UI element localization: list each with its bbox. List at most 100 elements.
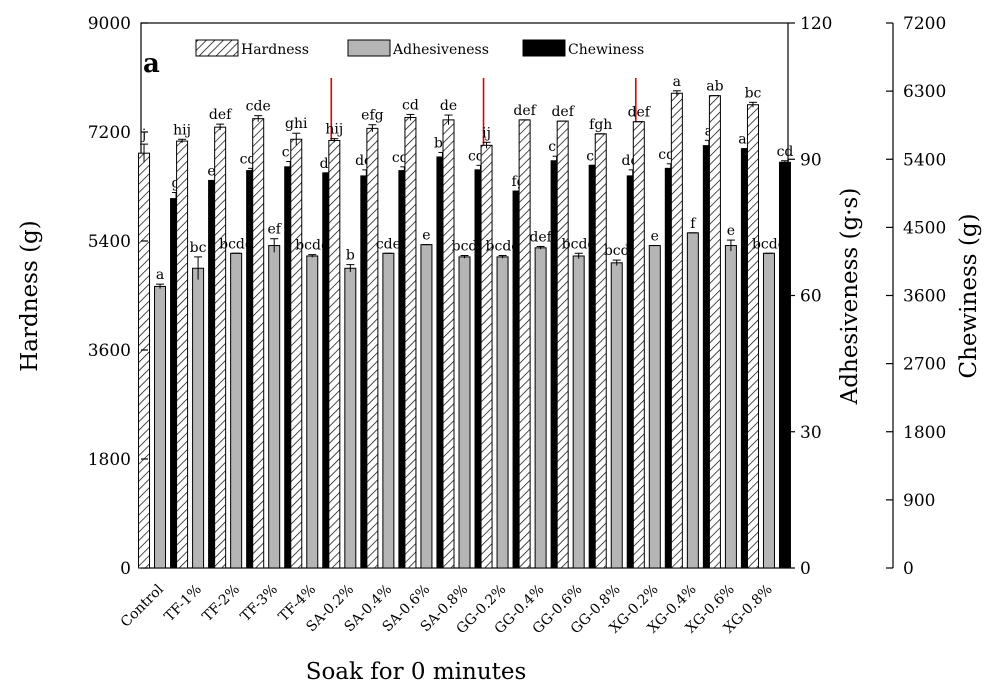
sig-label-adhesiveness-16: bcde <box>752 236 786 252</box>
bar-hardness-12 <box>594 133 607 569</box>
chewiness-axis-tick-label-8: 7200 <box>903 14 946 34</box>
bar-adhesiveness-8 <box>458 256 471 569</box>
bar-hardness-16 <box>746 104 759 569</box>
bar-hardness-6 <box>366 127 379 569</box>
sig-label-hardness-4: ghi <box>285 116 308 132</box>
sig-label-hardness-2: def <box>209 107 233 123</box>
chewiness-axis-tick-label-4: 3600 <box>903 287 946 307</box>
bar-adhesiveness-6 <box>382 252 395 569</box>
sig-label-hardness-11: def <box>551 104 575 120</box>
bar-adhesiveness-9 <box>496 256 509 569</box>
bar-hardness-13 <box>632 121 645 569</box>
sig-label-hardness-6: efg <box>361 108 383 124</box>
sig-label-adhesiveness-15: e <box>727 223 735 239</box>
sig-label-adhesiveness-7: e <box>422 228 430 244</box>
hardness-axis-tick-label-5: 9000 <box>88 14 131 34</box>
sig-label-adhesiveness-8: bcd <box>452 239 478 255</box>
bar-chewiness-16 <box>778 161 791 569</box>
bar-adhesiveness-13 <box>648 245 661 569</box>
sig-label-adhesiveness-12: bcd <box>604 243 630 259</box>
sig-label-hardness-7: cd <box>402 97 419 113</box>
sig-label-chewiness-0: g <box>172 176 181 192</box>
chewiness-axis-tick-label-1: 900 <box>903 491 935 511</box>
bar-adhesiveness-0 <box>154 285 167 569</box>
sig-label-hardness-0: j <box>140 127 146 143</box>
chewiness-axis-tick-label-6: 5400 <box>903 150 946 170</box>
x-tick-label-3: TF-3% <box>238 582 281 625</box>
bar-hardness-7 <box>404 116 417 569</box>
hardness-axis-tick-label-2: 3600 <box>88 341 131 361</box>
hardness-axis-tick-label-4: 7200 <box>88 123 131 143</box>
bar-adhesiveness-1 <box>192 267 205 569</box>
chewiness-axis-tick-label-0: 0 <box>903 559 914 579</box>
chewiness-axis-tick-label-5: 4500 <box>903 218 946 238</box>
bar-hardness-1 <box>176 140 189 569</box>
sig-label-hardness-15: ab <box>706 79 723 95</box>
bar-hardness-9 <box>480 144 493 569</box>
adhesiveness-axis-tick-label-0: 0 <box>800 559 811 579</box>
bar-adhesiveness-5 <box>344 267 357 569</box>
y-axis-title-adhesiveness: Adhesiveness (g·s) <box>837 188 863 406</box>
y-axis-title-hardness: Hardness (g) <box>17 220 43 372</box>
sig-label-hardness-13: def <box>628 105 652 121</box>
sig-label-adhesiveness-13: e <box>651 229 659 245</box>
bar-adhesiveness-4 <box>306 255 319 569</box>
sig-label-adhesiveness-10: def <box>529 229 553 245</box>
x-axis-title: Soak for 0 minutes <box>306 659 527 684</box>
bar-adhesiveness-10 <box>534 247 547 569</box>
sig-label-hardness-1: hij <box>173 122 191 138</box>
sig-label-hardness-10: def <box>513 103 537 119</box>
bar-hardness-14 <box>670 92 683 569</box>
legend-swatch-hardness <box>195 39 239 57</box>
sig-label-hardness-3: cde <box>246 99 271 115</box>
bar-adhesiveness-11 <box>572 255 585 569</box>
bar-hardness-0 <box>138 152 151 569</box>
sig-label-adhesiveness-4: bcde <box>295 238 329 254</box>
bar-hardness-3 <box>252 118 265 569</box>
x-tick-label-1: TF-1% <box>162 582 205 625</box>
sig-label-adhesiveness-11: bcde <box>562 236 596 252</box>
bar-adhesiveness-16 <box>762 252 775 569</box>
legend-swatch-adhesiveness <box>347 39 391 57</box>
bar-adhesiveness-15 <box>724 245 737 569</box>
sig-label-adhesiveness-0: a <box>156 267 164 283</box>
panel-label: a <box>143 49 160 79</box>
chewiness-axis-tick-label-7: 6300 <box>903 82 946 102</box>
bar-hardness-8 <box>442 119 455 569</box>
bar-hardness-15 <box>708 95 721 569</box>
legend-label-chewiness: Chewiness <box>568 42 644 58</box>
x-tick-label-2: TF-2% <box>200 582 243 625</box>
bar-hardness-4 <box>290 138 303 569</box>
bar-hardness-11 <box>556 120 569 569</box>
bar-adhesiveness-12 <box>610 262 623 569</box>
sig-label-hardness-9: ij <box>482 125 491 141</box>
adhesiveness-axis-tick-label-2: 60 <box>800 287 822 307</box>
legend-label-hardness: Hardness <box>241 42 309 58</box>
sig-label-adhesiveness-9: bcde <box>486 239 520 255</box>
chewiness-axis-tick-label-3: 2700 <box>903 355 946 375</box>
bar-hardness-5 <box>328 139 341 569</box>
adhesiveness-axis-tick-label-3: 90 <box>800 150 822 170</box>
adhesiveness-axis-tick-label-1: 30 <box>800 423 822 443</box>
hardness-axis-tick-label-0: 0 <box>120 559 131 579</box>
sig-label-chewiness-16: cd <box>777 144 794 160</box>
bar-hardness-2 <box>214 126 227 569</box>
bars: jaghijbcefdefbcdecdecdeefcdghibcdedehijb… <box>138 74 794 569</box>
sig-label-hardness-14: a <box>673 74 681 90</box>
hardness-axis-tick-label-1: 1800 <box>88 450 131 470</box>
sig-label-chewiness-14: a <box>705 123 713 139</box>
x-tick-label-0: Control <box>118 581 167 630</box>
legend: Hardness Adhesiveness Chewiness <box>195 39 644 58</box>
y-axis-title-chewiness: Chewiness (g) <box>956 213 982 378</box>
bar-adhesiveness-2 <box>230 252 243 569</box>
sig-label-adhesiveness-2: bcde <box>219 236 253 252</box>
hardness-axis-tick-label-3: 5400 <box>88 232 131 252</box>
sig-label-adhesiveness-6: cde <box>376 236 401 252</box>
chewiness-axis-tick-label-2: 1800 <box>903 423 946 443</box>
sig-label-adhesiveness-1: bc <box>190 240 207 256</box>
sig-label-adhesiveness-5: b <box>346 248 355 264</box>
bar-adhesiveness-7 <box>420 244 433 569</box>
legend-label-adhesiveness: Adhesiveness <box>392 42 489 58</box>
sig-label-hardness-16: bc <box>745 85 762 101</box>
